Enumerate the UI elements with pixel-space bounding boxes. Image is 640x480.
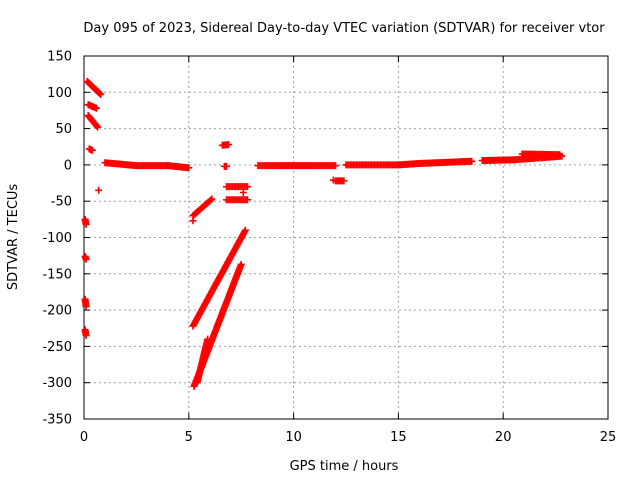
data-point: [185, 164, 193, 172]
data-point: [95, 186, 103, 194]
data-point: [82, 302, 90, 310]
data-point: [94, 123, 102, 131]
x-tick-label: 15: [390, 430, 407, 445]
data-point: [241, 226, 249, 234]
x-tick-label: 25: [600, 430, 617, 445]
data-point: [237, 260, 245, 268]
x-tick-label: 5: [185, 430, 193, 445]
data-point: [243, 196, 251, 204]
data-point: [332, 162, 340, 170]
y-tick-label: -50: [51, 195, 72, 210]
data-point: [225, 141, 233, 149]
data-point: [340, 177, 348, 185]
data-point: [223, 162, 231, 170]
data-point: [208, 195, 216, 203]
grid-lines: [84, 56, 608, 419]
x-tick-label: 20: [495, 430, 512, 445]
data-point: [82, 332, 90, 340]
y-tick-label: -150: [42, 267, 72, 282]
y-tick-label: 100: [47, 86, 72, 101]
y-tick-label: -250: [42, 340, 72, 355]
data-point: [88, 146, 96, 154]
data-point: [207, 196, 215, 204]
x-tick-label: 0: [80, 430, 88, 445]
x-axis-label: GPS time / hours: [290, 459, 399, 474]
y-tick-label: -100: [42, 231, 72, 246]
data-point: [243, 183, 251, 191]
data-point: [97, 90, 105, 98]
data-point: [239, 188, 247, 196]
data-point: [189, 217, 197, 225]
y-tick-label: -350: [42, 413, 72, 428]
chart-title: Day 095 of 2023, Sidereal Day-to-day VTE…: [83, 21, 605, 36]
y-tick-label: 0: [64, 158, 72, 173]
y-tick-label: 150: [47, 50, 72, 65]
y-tick-label: -200: [42, 304, 72, 319]
data-point: [93, 104, 101, 112]
data-point: [468, 157, 476, 165]
data-points: [81, 77, 566, 390]
data-point: [96, 89, 104, 97]
y-axis-label: SDTVAR / TECUs: [6, 184, 21, 291]
data-point: [556, 151, 564, 159]
data-point: [93, 122, 101, 130]
x-tick-label: 10: [285, 430, 302, 445]
data-point: [204, 335, 212, 343]
data-point: [329, 176, 337, 184]
y-tick-label: -300: [42, 376, 72, 391]
y-axis-ticks: 150 100 50 0 -50 -100 -150 -200 -250 -300 -350: [42, 50, 608, 428]
data-point: [82, 255, 90, 263]
y-tick-label: 50: [55, 122, 72, 137]
data-point: [82, 220, 90, 228]
x-axis-ticks: 0 5 10 15 20 25: [80, 56, 616, 445]
